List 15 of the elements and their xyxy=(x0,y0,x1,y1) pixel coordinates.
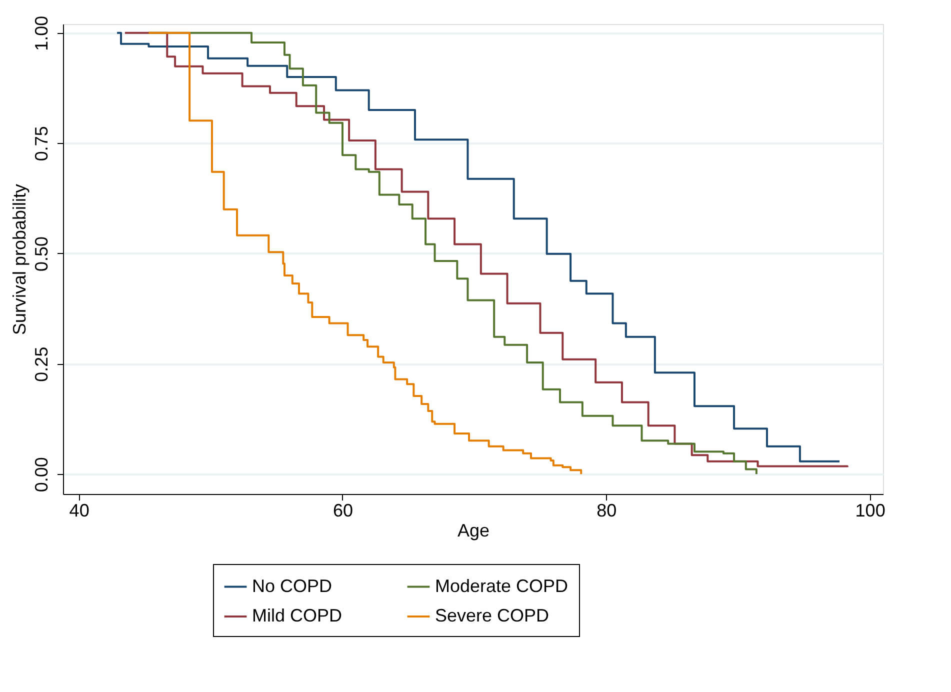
x-tick-label: 60 xyxy=(332,500,353,520)
y-tick-label: 0.00 xyxy=(32,457,52,492)
x-tick-label: 40 xyxy=(69,500,90,520)
y-tick-label: 0.25 xyxy=(32,346,52,382)
x-tick-label: 100 xyxy=(855,500,886,520)
legend-label: No COPD xyxy=(252,576,332,596)
legend-label: Mild COPD xyxy=(252,606,342,626)
y-tick-label: 0.75 xyxy=(32,126,52,162)
x-axis-title: Age xyxy=(457,520,490,540)
y-tick-label: 1.00 xyxy=(32,16,52,51)
y-axis-title: Survival probability xyxy=(10,184,30,336)
y-tick-label: 0.50 xyxy=(32,236,52,272)
x-tick-label: 80 xyxy=(596,500,617,520)
legend-label: Moderate COPD xyxy=(435,576,568,596)
legend-label: Severe COPD xyxy=(435,606,550,626)
